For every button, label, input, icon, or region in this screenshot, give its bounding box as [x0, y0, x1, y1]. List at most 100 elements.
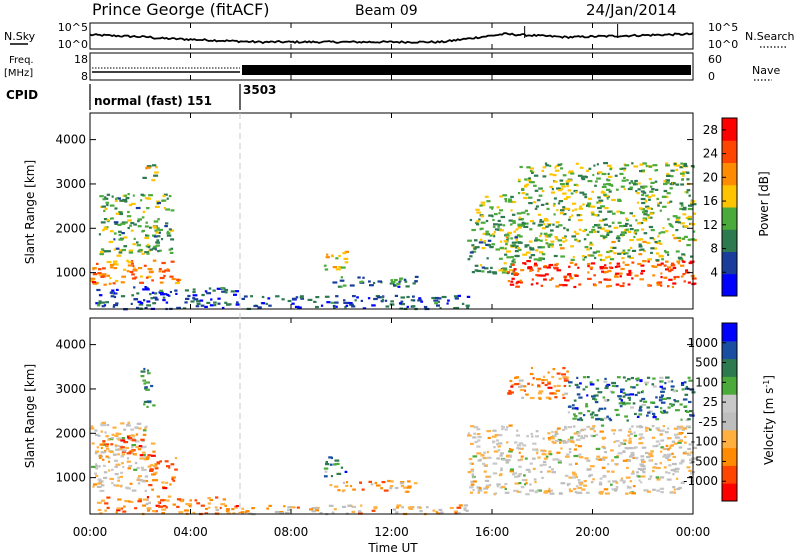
heatmap-cell: [670, 264, 676, 267]
colorbar-tick-label: 28: [703, 123, 718, 137]
heatmap-cell: [151, 473, 156, 476]
heatmap-cell: [577, 418, 581, 421]
heatmap-cell: [659, 385, 663, 388]
heatmap-cell: [614, 275, 619, 278]
heatmap-cell: [434, 302, 438, 305]
heatmap-cell: [572, 473, 577, 476]
heatmap-cell: [454, 297, 459, 300]
heatmap-cell: [341, 505, 347, 508]
heatmap-cell: [642, 217, 647, 220]
heatmap-cell: [103, 218, 108, 221]
heatmap-cell: [665, 164, 670, 167]
heatmap-cell: [139, 302, 144, 305]
power-colorbar-label: Power [dB]: [757, 171, 771, 236]
heatmap-cell: [465, 304, 470, 307]
heatmap-cell: [636, 471, 639, 474]
heatmap-cell: [169, 229, 175, 232]
heatmap-cell: [120, 422, 125, 425]
heatmap-cell: [520, 447, 524, 450]
heatmap-cell: [651, 207, 653, 210]
heatmap-cell: [578, 228, 582, 231]
heatmap-cell: [559, 179, 564, 182]
heatmap-cell: [581, 488, 586, 491]
heatmap-cell: [547, 382, 551, 385]
heatmap-cell: [347, 504, 352, 507]
heatmap-cell: [601, 185, 607, 189]
heatmap-cell: [675, 229, 679, 232]
heatmap-cell: [610, 184, 614, 187]
heatmap-cell: [497, 219, 501, 222]
heatmap-cell: [563, 197, 568, 201]
heatmap-cell: [245, 510, 250, 513]
heatmap-cell: [121, 248, 126, 252]
heatmap-cell: [279, 512, 284, 515]
heatmap-cell: [598, 458, 603, 461]
heatmap-cell: [640, 269, 645, 273]
heatmap-cell: [541, 190, 545, 193]
heatmap-cell: [153, 479, 159, 482]
heatmap-cell: [118, 197, 121, 200]
heatmap-cell: [145, 502, 149, 505]
heatmap-cell: [483, 241, 486, 244]
heatmap-cell: [650, 450, 654, 453]
colorbar-swatch: [722, 465, 737, 484]
heatmap-cell: [658, 255, 663, 258]
heatmap-cell: [624, 447, 628, 450]
heatmap-cell: [493, 446, 496, 449]
heatmap-cell: [200, 304, 205, 307]
heatmap-cell: [541, 253, 546, 256]
heatmap-cell: [517, 226, 522, 229]
heatmap-cell: [531, 278, 534, 281]
heatmap-cell: [497, 449, 501, 452]
heatmap-cell: [691, 277, 697, 280]
heatmap-cell: [606, 197, 609, 200]
heatmap-cell: [480, 204, 486, 207]
heatmap-cell: [640, 197, 646, 201]
heatmap-cell: [642, 162, 647, 165]
heatmap-cell: [594, 256, 597, 260]
heatmap-cell: [167, 495, 172, 498]
heatmap-cell: [604, 492, 610, 495]
heatmap-cell: [640, 190, 645, 193]
heatmap-cell: [641, 193, 645, 197]
heatmap-cell: [123, 245, 128, 248]
heatmap-cell: [606, 233, 610, 236]
heatmap-cell: [602, 267, 608, 270]
heatmap-cell: [514, 250, 519, 253]
heatmap-cell: [111, 433, 115, 436]
heatmap-cell: [117, 479, 120, 482]
heatmap-cell: [613, 432, 616, 435]
heatmap-cell: [574, 444, 578, 447]
heatmap-cell: [91, 442, 95, 445]
heatmap-cell: [524, 178, 529, 181]
heatmap-cell: [111, 195, 114, 198]
heatmap-cell: [681, 481, 685, 484]
heatmap-cell: [475, 208, 480, 211]
heatmap-cell: [661, 195, 667, 198]
heatmap-cell: [573, 189, 578, 193]
heatmap-cell: [559, 441, 562, 444]
heatmap-cell: [690, 451, 693, 454]
heatmap-cell: [550, 229, 554, 232]
heatmap-cell: [501, 425, 504, 428]
heatmap-cell: [153, 296, 158, 299]
heatmap-cell: [627, 230, 631, 234]
heatmap-cell: [636, 379, 639, 382]
heatmap-cell: [518, 465, 522, 468]
heatmap-cell: [204, 290, 208, 293]
heatmap-cell: [574, 263, 578, 266]
heatmap-cell: [590, 416, 594, 419]
heatmap-cell: [514, 254, 520, 258]
heatmap-cell: [689, 260, 695, 263]
heatmap-cell: [166, 232, 171, 235]
heatmap-cell: [297, 306, 302, 309]
heatmap-cell: [494, 492, 498, 495]
heatmap-cell: [677, 221, 681, 224]
heatmap-cell: [592, 478, 595, 481]
heatmap-cell: [647, 477, 652, 481]
heatmap-cell: [538, 390, 544, 393]
heatmap-cell: [663, 250, 667, 253]
heatmap-cell: [582, 193, 587, 196]
heatmap-cell: [677, 427, 682, 430]
heatmap-cell: [680, 183, 685, 186]
